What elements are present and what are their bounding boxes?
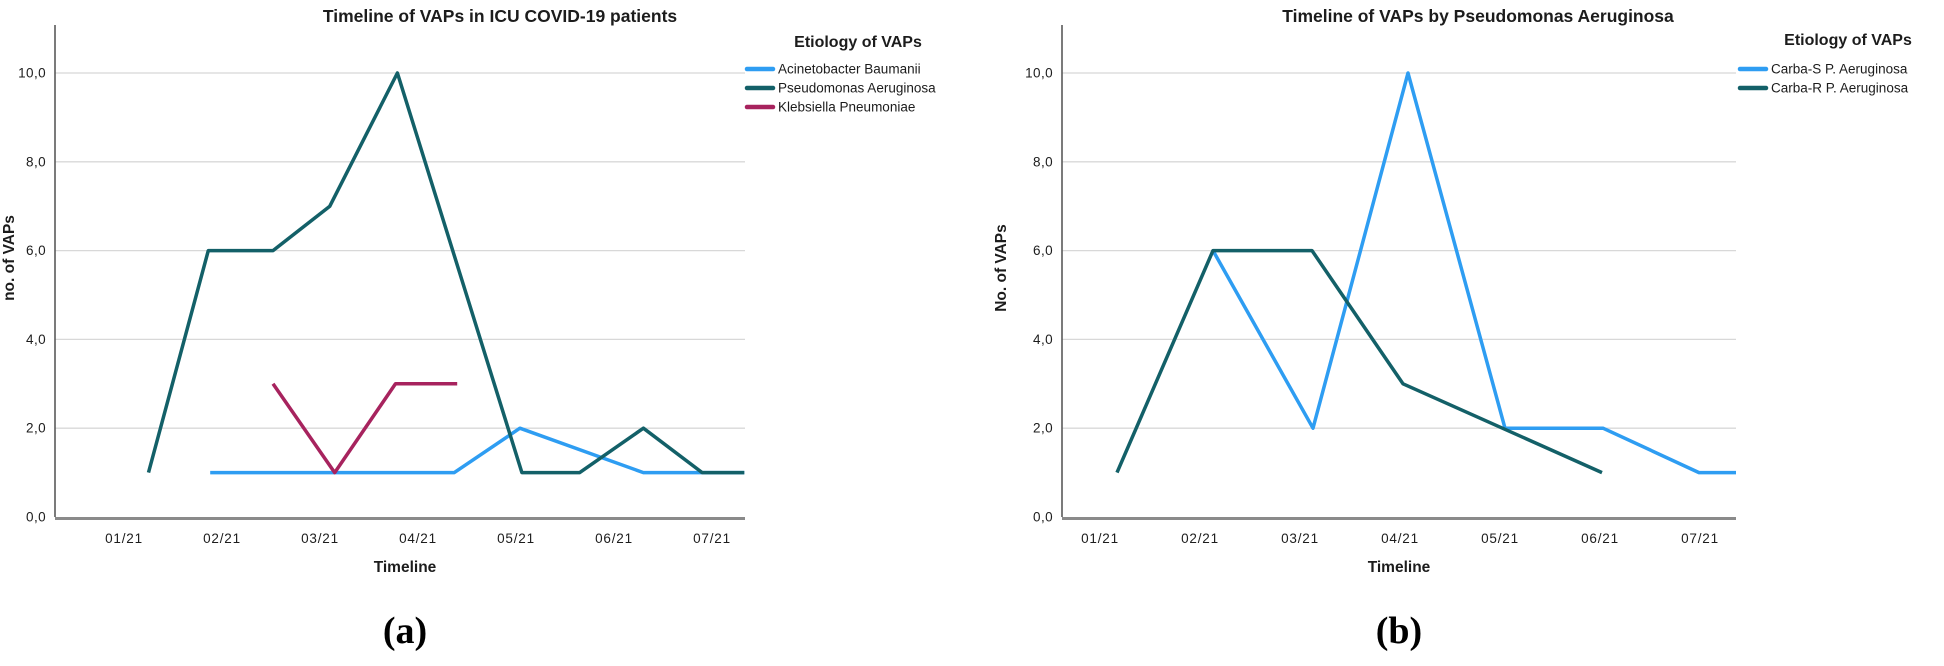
vap-timeline-charts-svg: 0,0 2,0 4,0 6,0 8,0 10,0 01/21 02/21 03/21 04/21 0… (1, 6, 1912, 576)
y-tick-label: 8,0 (26, 154, 46, 169)
series-line-carba-r-p-aeruginosa (1115, 248, 1603, 475)
legend-a: Etiology of VAPs Acinetobacter Baumanii Ps… (744, 34, 936, 115)
series-line-klebsiella-pneumoniae (271, 382, 458, 475)
x-tick-label: 07/21 (693, 531, 731, 546)
x-tick-label: 03/21 (1281, 531, 1319, 546)
y-tick-label: 6,0 (1033, 243, 1053, 258)
x-tick-label: 04/21 (399, 531, 437, 546)
x-tick-label: 01/21 (105, 531, 143, 546)
subfigure-label-a: (a) (382, 610, 428, 652)
x-axis-title: Timeline (1368, 559, 1431, 576)
legend-title: Etiology of VAPs (1784, 32, 1912, 49)
x-tick-label: 01/21 (1081, 531, 1119, 546)
legend-entry-label: Carba-R P. Aeruginosa (1771, 81, 1909, 96)
subfigure-label-b: (b) (1375, 610, 1423, 652)
series-line-acinetobacter-baumanii (210, 426, 745, 475)
series-line-pseudomonas-aeruginosa (146, 71, 745, 475)
y-tick-label: 8,0 (1033, 154, 1053, 169)
x-tick-label: 06/21 (595, 531, 633, 546)
y-tick-label: 2,0 (1033, 421, 1053, 436)
x-tick-label: 02/21 (1181, 531, 1219, 546)
y-tick-label: 10,0 (18, 66, 46, 81)
chart-title: Timeline of VAPs in ICU COVID-19 patient… (323, 6, 678, 26)
x-tick-label: 07/21 (1681, 531, 1719, 546)
chart-a: 0,0 2,0 4,0 6,0 8,0 10,0 01/21 02/21 03/21 04/21 0… (1, 6, 936, 576)
y-axis-title: No. of VAPs (993, 224, 1010, 312)
x-axis-title: Timeline (374, 559, 437, 576)
legend-b: Etiology of VAPs Carba-S P. Aeruginosa Car… (1737, 32, 1912, 96)
y-tick-label: 0,0 (26, 510, 46, 525)
legend-title: Etiology of VAPs (794, 34, 922, 51)
series-line-carba-s-p-aeruginosa (1211, 71, 1736, 475)
x-tick-label: 05/21 (497, 531, 535, 546)
x-tick-label: 03/21 (301, 531, 339, 546)
legend-entry-label: Klebsiella Pneumoniae (778, 100, 915, 115)
legend-entry-label: Acinetobacter Baumanii (778, 62, 921, 77)
y-tick-label: 2,0 (26, 421, 46, 436)
y-axis-title: no. of VAPs (1, 215, 18, 301)
y-tick-label: 10,0 (1025, 66, 1053, 81)
x-tick-label: 05/21 (1481, 531, 1519, 546)
y-tick-label: 4,0 (26, 332, 46, 347)
x-tick-label: 06/21 (1581, 531, 1619, 546)
y-tick-label: 0,0 (1033, 510, 1053, 525)
y-tick-label: 4,0 (1033, 332, 1053, 347)
x-tick-label: 04/21 (1381, 531, 1419, 546)
chart-b: 0,0 2,0 4,0 6,0 8,0 10,0 01/21 02/21 03/21 04/21 0… (993, 6, 1912, 576)
legend-entry-label: Carba-S P. Aeruginosa (1771, 62, 1908, 77)
y-tick-label: 6,0 (26, 243, 46, 258)
legend-entry-label: Pseudomonas Aeruginosa (778, 81, 936, 96)
chart-title: Timeline of VAPs by Pseudomonas Aerugino… (1282, 6, 1674, 26)
x-tick-label: 02/21 (203, 531, 241, 546)
